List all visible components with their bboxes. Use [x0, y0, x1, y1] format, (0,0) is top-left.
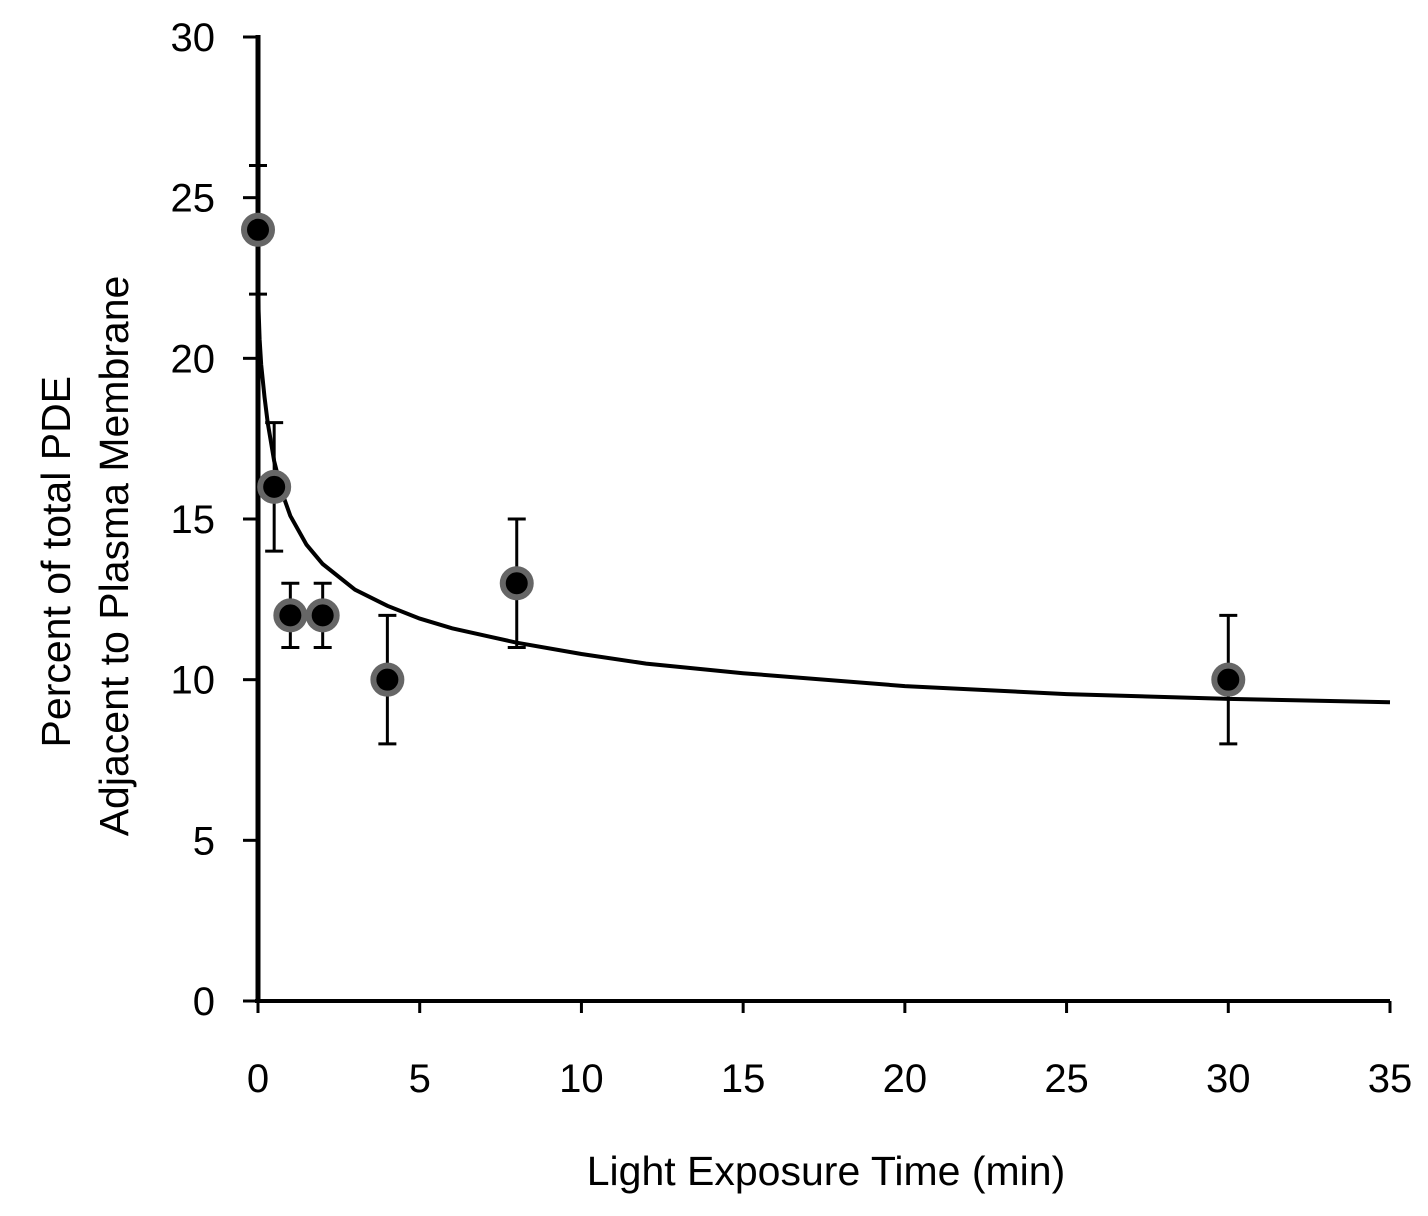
- x-tick-label: 0: [247, 1057, 269, 1101]
- y-tick-label: 0: [193, 980, 215, 1024]
- error-bars: [249, 164, 1238, 746]
- y-tick-label: 30: [171, 16, 216, 60]
- y-tick-label: 20: [171, 337, 216, 381]
- data-point: [273, 598, 308, 633]
- data-point: [241, 212, 275, 247]
- y-axis-title-line-2: Adjacent to Plasma Membrane: [91, 276, 137, 837]
- data-point: [257, 469, 292, 504]
- x-tick-label: 15: [721, 1057, 766, 1101]
- x-tick-label: 20: [883, 1057, 928, 1101]
- y-tick-label: 5: [193, 819, 215, 863]
- x-axis: 0 5 10 15 20 25 30 35: [247, 999, 1412, 1101]
- x-ticks: 0 5 10 15 20 25 30 35: [247, 1001, 1412, 1101]
- y-ticks: 0 5 10 15 20 25 30: [171, 16, 258, 1024]
- x-tick-label: 5: [409, 1057, 431, 1101]
- y-tick-label: 10: [171, 659, 216, 703]
- data-point: [370, 662, 405, 697]
- y-axis-title-line-1: Percent of total PDE: [33, 376, 79, 747]
- y-axis: 0 5 10 15 20 25 30: [171, 16, 261, 1024]
- data-point: [499, 566, 534, 601]
- x-tick-label: 25: [1044, 1057, 1089, 1101]
- x-tick-label: 35: [1368, 1057, 1413, 1101]
- y-tick-label: 15: [171, 498, 216, 542]
- data-point: [305, 598, 340, 633]
- x-axis-title: Light Exposure Time (min): [587, 1148, 1066, 1194]
- data-points: [241, 212, 1246, 697]
- y-tick-label: 25: [171, 177, 216, 221]
- fit-curve: [256, 229, 1391, 705]
- x-tick-label: 30: [1206, 1057, 1251, 1101]
- y-axis-title: Percent of total PDE Adjacent to Plasma …: [33, 276, 137, 837]
- x-tick-label: 10: [559, 1057, 604, 1101]
- data-point: [1211, 662, 1246, 697]
